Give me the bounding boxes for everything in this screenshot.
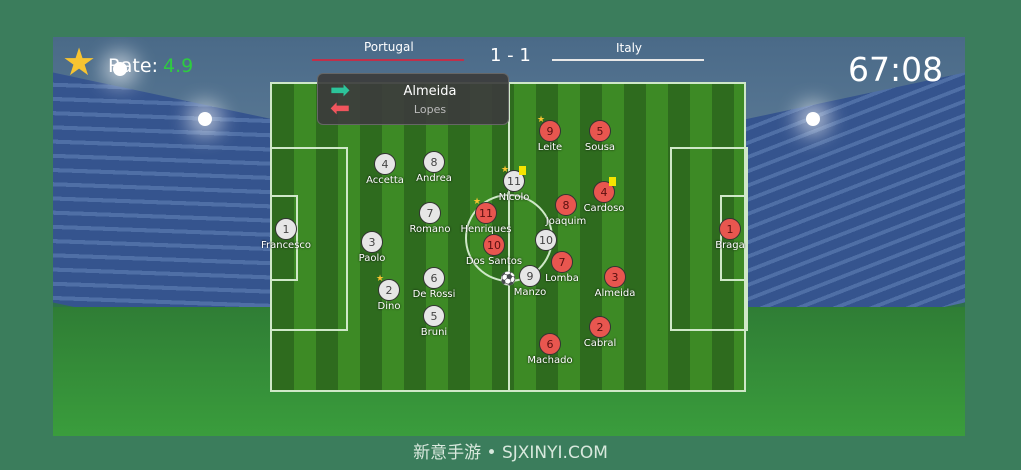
home-team: Portugal bbox=[364, 40, 414, 54]
floodlight bbox=[198, 112, 212, 126]
player-out: Lopes bbox=[413, 103, 447, 116]
player-token[interactable]: 10 bbox=[535, 229, 557, 251]
rate-value: 4.9 bbox=[163, 55, 194, 77]
player-token[interactable]: 1 bbox=[719, 218, 741, 240]
player-token[interactable]: 3 bbox=[361, 231, 383, 253]
star-icon: ★ bbox=[376, 274, 385, 284]
floodlight bbox=[113, 62, 127, 76]
player-name: Nicolo bbox=[498, 192, 530, 203]
star-icon: ★ bbox=[537, 115, 546, 125]
player-name: Sousa bbox=[584, 142, 616, 153]
player-name: Cardoso bbox=[583, 203, 625, 214]
player-token[interactable]: 2 bbox=[589, 316, 611, 338]
player-token[interactable]: 1 bbox=[275, 218, 297, 240]
player-name: Bruni bbox=[420, 327, 448, 338]
match-clock: 67:08 bbox=[848, 50, 944, 89]
player-token[interactable]: 7 bbox=[551, 251, 573, 273]
player-name: Accetta bbox=[366, 175, 404, 186]
player-token[interactable]: 6 bbox=[423, 267, 445, 289]
player-name: Dino bbox=[377, 301, 401, 312]
star-icon: ★ bbox=[501, 165, 510, 175]
player-token[interactable]: 8 bbox=[555, 194, 577, 216]
arrow-left-icon: ⬅ bbox=[330, 94, 351, 122]
player-token[interactable]: 2 bbox=[378, 279, 400, 301]
player-token[interactable]: 7 bbox=[419, 202, 441, 224]
player-token[interactable]: 5 bbox=[423, 305, 445, 327]
player-name: Andrea bbox=[416, 173, 452, 184]
player-name: Joaquim bbox=[545, 216, 587, 227]
ball-icon: ⚽ bbox=[500, 272, 517, 287]
player-name: Leite bbox=[537, 142, 563, 153]
player-token[interactable]: 9 bbox=[539, 120, 561, 142]
player-name: Romano bbox=[409, 224, 451, 235]
yellow-card-icon bbox=[609, 177, 616, 186]
player-token[interactable]: 4 bbox=[593, 181, 615, 203]
player-name: Paolo bbox=[358, 253, 386, 264]
star-icon: ★ bbox=[473, 197, 482, 207]
arrow-right-icon: ➡ bbox=[330, 76, 351, 104]
player-token[interactable]: 8 bbox=[423, 151, 445, 173]
star-icon: ★ bbox=[62, 40, 97, 84]
player-name: Manzo bbox=[513, 287, 547, 298]
player-token[interactable]: 6 bbox=[539, 333, 561, 355]
goal-box-right bbox=[720, 195, 748, 281]
player-name: Francesco bbox=[260, 240, 312, 251]
player-name: Henriques bbox=[460, 224, 512, 235]
player-name: Cabral bbox=[583, 338, 617, 349]
goal-box-left bbox=[270, 195, 298, 281]
player-name: Almeida bbox=[594, 288, 636, 299]
home-team-bar bbox=[312, 59, 464, 61]
player-name: Machado bbox=[527, 355, 573, 366]
rate-label: Rate: bbox=[108, 55, 158, 77]
footer-watermark: 新意手游 • SJXINYI.COM bbox=[413, 443, 608, 463]
player-name: Dos Santos bbox=[465, 256, 523, 267]
player-name: Braga bbox=[715, 240, 745, 251]
player-token[interactable]: 11 bbox=[475, 202, 497, 224]
score: 1 - 1 bbox=[490, 45, 531, 66]
pitch bbox=[270, 82, 748, 392]
player-token[interactable]: 4 bbox=[374, 153, 396, 175]
away-team-bar bbox=[552, 59, 704, 61]
away-team: Italy bbox=[616, 41, 643, 55]
substitution-panel: ➡ ⬅ Almeida Lopes bbox=[317, 73, 509, 125]
player-token[interactable]: 9 bbox=[519, 265, 541, 287]
yellow-card-icon bbox=[519, 166, 526, 175]
floodlight bbox=[806, 112, 820, 126]
player-token[interactable]: 10 bbox=[483, 234, 505, 256]
player-token[interactable]: 11 bbox=[503, 170, 525, 192]
player-token[interactable]: 5 bbox=[589, 120, 611, 142]
player-token[interactable]: 3 bbox=[604, 266, 626, 288]
player-in: Almeida bbox=[403, 84, 457, 99]
player-name: De Rossi bbox=[412, 289, 456, 300]
player-name: Lomba bbox=[545, 273, 579, 284]
